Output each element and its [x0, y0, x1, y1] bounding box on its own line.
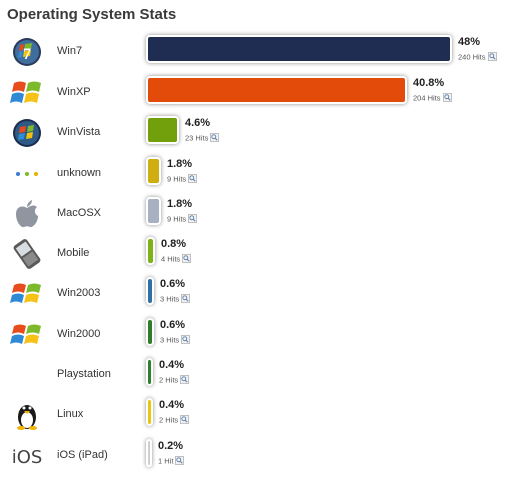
- os-row-linux: Linux 0.4% 2 Hits: [0, 395, 529, 435]
- hits-count: 240 Hits: [458, 52, 486, 62]
- hits-info: 1 Hit: [158, 456, 185, 467]
- os-label: Win2000: [57, 328, 101, 340]
- percent-value: 0.4%: [159, 399, 185, 411]
- usage-bar: [148, 400, 151, 424]
- page-title: Operating System Stats: [7, 6, 177, 23]
- os-row-win2003: Win2003 0.6% 3 Hits: [0, 274, 529, 314]
- usage-bar: [148, 199, 159, 223]
- hits-count: 2 Hits: [159, 415, 179, 425]
- os-label: unknown: [57, 167, 102, 179]
- percent-value: 48%: [458, 36, 481, 48]
- percent-value: 40.8%: [413, 77, 445, 89]
- hits-info: 23 Hits: [185, 133, 220, 144]
- os-label: Playstation: [57, 368, 111, 380]
- magnifier-icon[interactable]: [188, 214, 198, 225]
- os-label: Win7: [57, 45, 83, 57]
- hits-info: 9 Hits: [167, 174, 198, 185]
- magnifier-icon[interactable]: [182, 254, 192, 265]
- hits-count: 9 Hits: [167, 214, 187, 224]
- percent-value: 0.8%: [161, 238, 187, 250]
- os-label: WinXP: [57, 86, 91, 98]
- os-label: Linux: [57, 408, 84, 420]
- percent-value: 1.8%: [167, 158, 193, 170]
- blank-icon: [10, 359, 44, 391]
- linux-tux-icon: [10, 399, 44, 431]
- hits-count: 23 Hits: [185, 133, 209, 143]
- usage-bar: [148, 78, 405, 102]
- hits-info: 3 Hits: [160, 335, 191, 346]
- usage-bar: [148, 441, 150, 465]
- percent-value: 4.6%: [185, 117, 211, 129]
- hits-info: 2 Hits: [159, 375, 190, 386]
- magnifier-icon[interactable]: [180, 415, 190, 426]
- magnifier-icon[interactable]: [210, 133, 220, 144]
- hits-count: 3 Hits: [160, 294, 180, 304]
- magnifier-icon[interactable]: [442, 93, 452, 104]
- windows7-icon: 7: [10, 36, 44, 68]
- svg-text:7: 7: [23, 46, 31, 63]
- hits-count: 1 Hit: [158, 456, 174, 466]
- magnifier-icon[interactable]: [487, 52, 497, 63]
- os-label: Mobile: [57, 247, 90, 259]
- hits-count: 9 Hits: [167, 174, 187, 184]
- usage-bar: [148, 360, 151, 384]
- hits-info: 4 Hits: [161, 254, 192, 265]
- os-row-win7: 7 Win7 48% 240 Hits: [0, 32, 529, 72]
- hits-info: 240 Hits: [458, 52, 497, 63]
- mobile-phone-icon: [10, 238, 44, 270]
- percent-value: 0.2%: [158, 440, 184, 452]
- os-label: MacOSX: [57, 207, 102, 219]
- percent-value: 0.4%: [159, 359, 185, 371]
- os-label: iOS (iPad): [57, 449, 108, 461]
- os-label: Win2003: [57, 287, 101, 299]
- hits-info: 2 Hits: [159, 415, 190, 426]
- svg-text:iOS: iOS: [12, 447, 43, 468]
- usage-bar: [148, 118, 177, 142]
- os-row-win2000: Win2000 0.6% 3 Hits: [0, 315, 529, 355]
- percent-value: 0.6%: [160, 278, 186, 290]
- magnifier-icon[interactable]: [181, 294, 191, 305]
- usage-bar: [148, 239, 153, 263]
- usage-bar: [148, 279, 152, 303]
- apple-icon: [10, 198, 44, 230]
- os-row-unknown: unknown 1.8% 9 Hits: [0, 154, 529, 194]
- windows-xp-icon: [10, 77, 44, 109]
- ios-icon: iOS: [10, 440, 44, 472]
- magnifier-icon[interactable]: [188, 174, 198, 185]
- magnifier-icon[interactable]: [181, 335, 191, 346]
- hits-count: 204 Hits: [413, 93, 441, 103]
- os-row-macosx: MacOSX 1.8% 9 Hits: [0, 194, 529, 234]
- hits-info: 9 Hits: [167, 214, 198, 225]
- windows-flag-icon: [10, 278, 44, 310]
- hits-count: 4 Hits: [161, 254, 181, 264]
- os-row-ios-ipad: iOS iOS (iPad) 0.2% 1 Hit: [0, 436, 529, 476]
- usage-bar: [148, 320, 152, 344]
- unknown-dots-icon: [10, 158, 44, 190]
- percent-value: 1.8%: [167, 198, 193, 210]
- hits-info: 3 Hits: [160, 294, 191, 305]
- hits-count: 3 Hits: [160, 335, 180, 345]
- hits-count: 2 Hits: [159, 375, 179, 385]
- magnifier-icon[interactable]: [180, 375, 190, 386]
- windows-flag-icon: [10, 319, 44, 351]
- os-row-winxp: WinXP 40.8% 204 Hits: [0, 73, 529, 113]
- os-row-playstation: Playstation 0.4% 2 Hits: [0, 355, 529, 395]
- hits-info: 204 Hits: [413, 93, 452, 104]
- percent-value: 0.6%: [160, 319, 186, 331]
- windows-vista-icon: [10, 117, 44, 149]
- usage-bar: [148, 159, 159, 183]
- os-row-mobile: Mobile 0.8% 4 Hits: [0, 234, 529, 274]
- os-label: WinVista: [57, 126, 101, 138]
- usage-bar: [148, 37, 450, 61]
- magnifier-icon[interactable]: [175, 456, 185, 467]
- os-row-winvista: WinVista 4.6% 23 Hits: [0, 113, 529, 153]
